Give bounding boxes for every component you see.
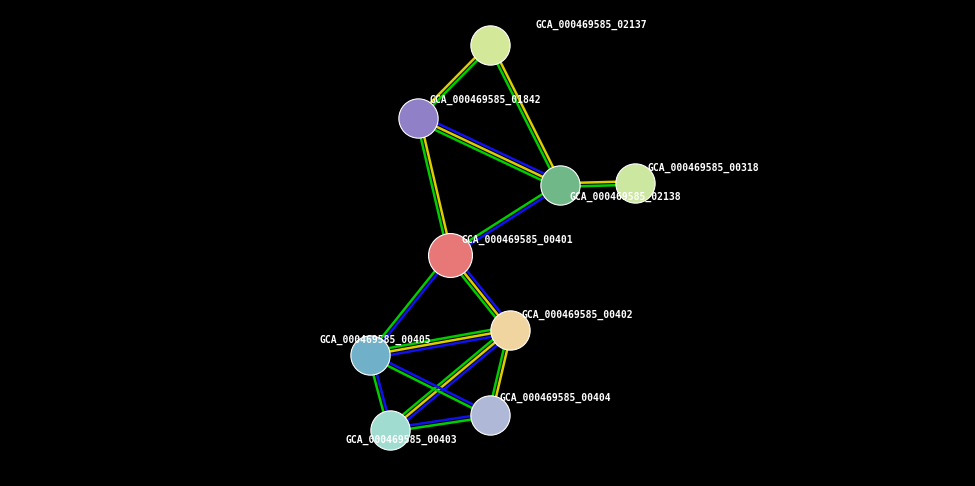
Point [362,351,377,359]
Point [410,114,426,122]
Text: GCA_000469585_00318: GCA_000469585_00318 [648,163,760,173]
Point [382,426,398,434]
Text: GCA_000469585_00405: GCA_000469585_00405 [320,335,432,345]
Text: GCA_000469585_02137: GCA_000469585_02137 [535,20,646,30]
Text: GCA_000469585_01842: GCA_000469585_01842 [430,95,542,105]
Text: GCA_000469585_00403: GCA_000469585_00403 [345,435,456,445]
Point [483,411,498,419]
Point [443,251,458,259]
Text: GCA_000469585_00401: GCA_000469585_00401 [462,235,573,245]
Text: GCA_000469585_02138: GCA_000469585_02138 [570,192,682,202]
Point [502,326,518,334]
Point [627,179,643,187]
Text: GCA_000469585_00404: GCA_000469585_00404 [500,393,611,403]
Point [483,41,498,49]
Text: GCA_000469585_00402: GCA_000469585_00402 [522,310,634,320]
Point [552,181,567,189]
